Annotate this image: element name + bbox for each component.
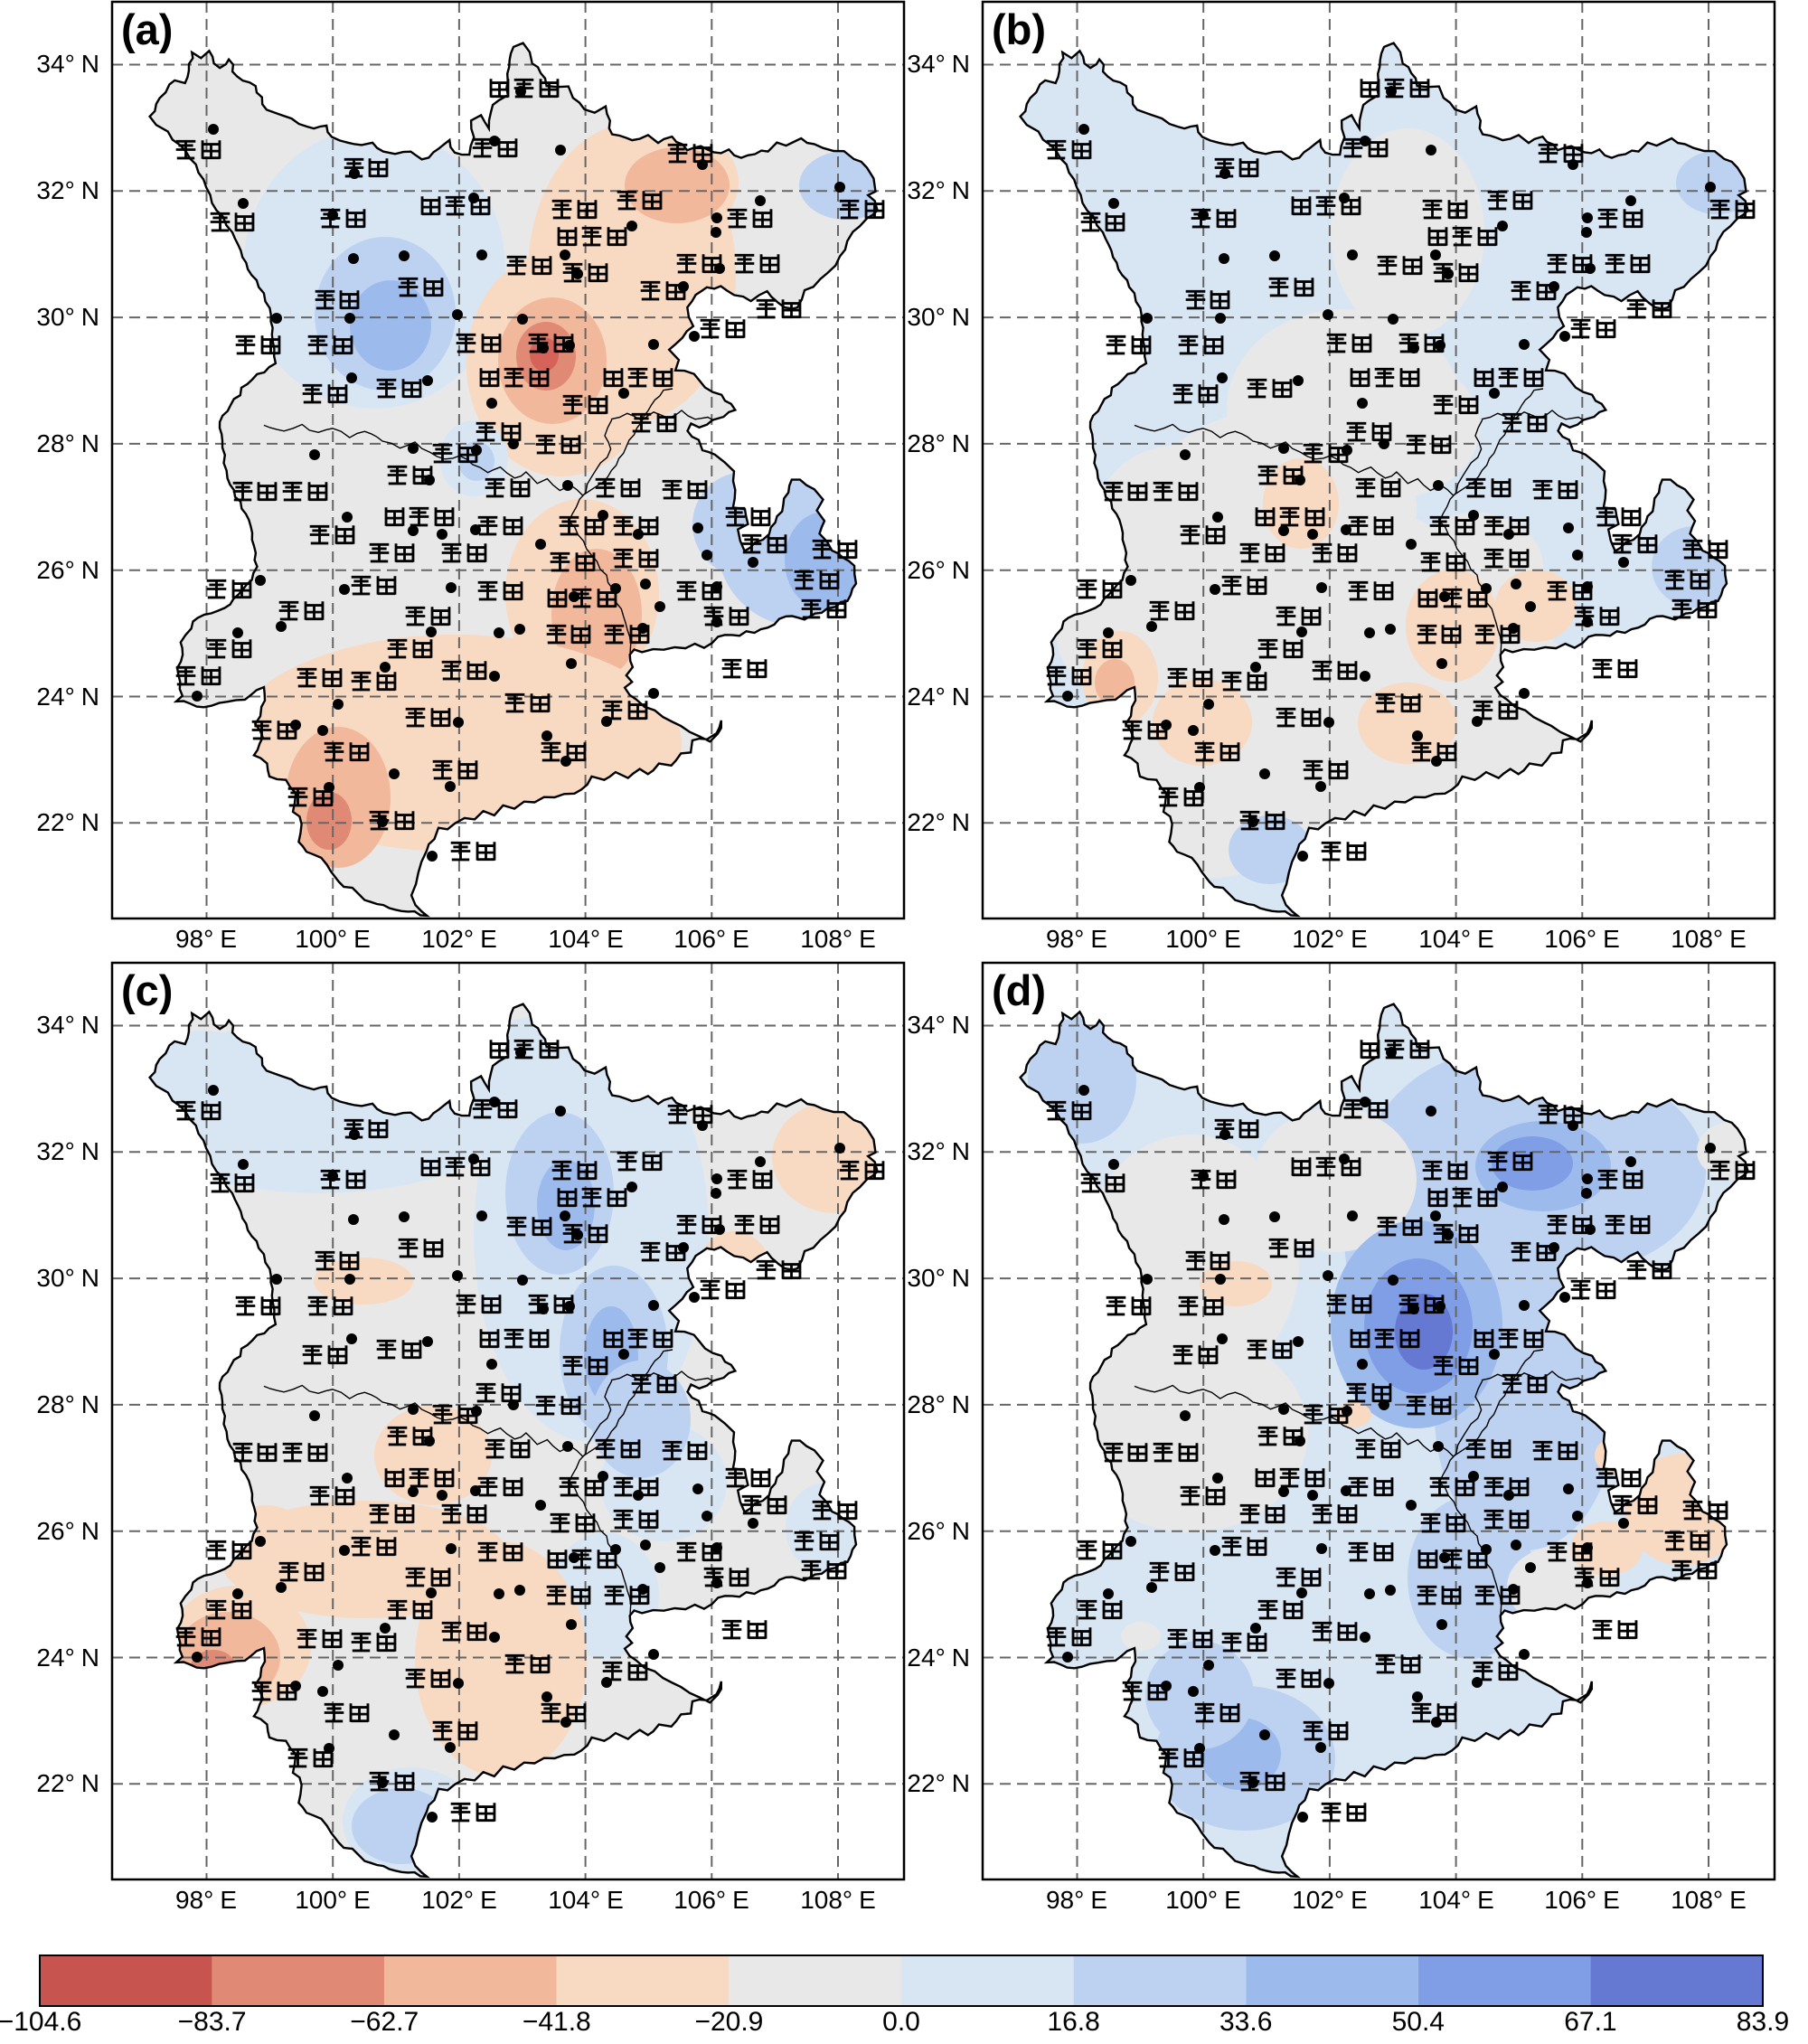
svg-text:102°E: 102° E <box>1292 1886 1368 1914</box>
svg-text:−41.8: −41.8 <box>523 2007 591 2037</box>
svg-text:32°N: 32° N <box>907 1137 970 1165</box>
svg-text:−83.7: −83.7 <box>178 2007 247 2037</box>
svg-text:−62.7: −62.7 <box>350 2007 419 2037</box>
svg-text:102°E: 102° E <box>1292 925 1368 953</box>
svg-text:−104.6: −104.6 <box>0 2007 81 2037</box>
svg-text:98°E: 98° E <box>1046 1886 1107 1914</box>
svg-text:−20.9: −20.9 <box>694 2007 763 2037</box>
svg-text:22°N: 22° N <box>36 808 99 836</box>
svg-text:108°E: 108° E <box>800 1886 876 1914</box>
svg-text:98°E: 98° E <box>1046 925 1107 953</box>
svg-text:98°E: 98° E <box>175 1886 237 1914</box>
svg-text:100°E: 100° E <box>1165 925 1241 953</box>
svg-text:32°N: 32° N <box>907 176 970 204</box>
svg-text:106°E: 106° E <box>1544 1886 1620 1914</box>
svg-text:(d): (d) <box>992 966 1046 1014</box>
svg-text:50.4: 50.4 <box>1392 2007 1445 2037</box>
svg-text:24°N: 24° N <box>907 1644 970 1672</box>
svg-text:100°E: 100° E <box>1165 1886 1241 1914</box>
svg-text:26°N: 26° N <box>36 556 99 584</box>
svg-text:102°E: 102° E <box>421 1886 497 1914</box>
svg-text:106°E: 106° E <box>673 1886 749 1914</box>
svg-text:(c): (c) <box>121 966 173 1014</box>
svg-text:98°E: 98° E <box>175 925 237 953</box>
svg-text:100°E: 100° E <box>295 1886 371 1914</box>
svg-text:24°N: 24° N <box>36 1644 99 1672</box>
svg-text:26°N: 26° N <box>907 1517 970 1545</box>
svg-text:34°N: 34° N <box>36 50 99 78</box>
svg-text:67.1: 67.1 <box>1564 2007 1616 2037</box>
svg-text:(b): (b) <box>992 5 1046 53</box>
svg-text:16.8: 16.8 <box>1047 2007 1099 2037</box>
svg-text:104°E: 104° E <box>1418 925 1494 953</box>
svg-text:30°N: 30° N <box>36 1264 99 1292</box>
svg-text:108°E: 108° E <box>1671 925 1747 953</box>
svg-text:32°N: 32° N <box>36 1137 99 1165</box>
svg-text:24°N: 24° N <box>907 683 970 711</box>
svg-text:104°E: 104° E <box>548 1886 624 1914</box>
svg-text:26°N: 26° N <box>36 1517 99 1545</box>
svg-text:100°E: 100° E <box>295 925 371 953</box>
svg-text:28°N: 28° N <box>907 429 970 457</box>
svg-text:30°N: 30° N <box>907 303 970 331</box>
svg-text:28°N: 28° N <box>907 1390 970 1418</box>
svg-text:22°N: 22° N <box>36 1769 99 1797</box>
svg-text:104°E: 104° E <box>1418 1886 1494 1914</box>
svg-text:108°E: 108° E <box>1671 1886 1747 1914</box>
svg-text:34°N: 34° N <box>36 1011 99 1039</box>
svg-text:0.0: 0.0 <box>882 2007 920 2037</box>
svg-text:104°E: 104° E <box>548 925 624 953</box>
svg-text:106°E: 106° E <box>673 925 749 953</box>
svg-text:28°N: 28° N <box>36 1390 99 1418</box>
svg-text:22°N: 22° N <box>907 1769 970 1797</box>
svg-text:33.6: 33.6 <box>1219 2007 1272 2037</box>
svg-text:28°N: 28° N <box>36 429 99 457</box>
svg-text:30°N: 30° N <box>907 1264 970 1292</box>
svg-text:106°E: 106° E <box>1544 925 1620 953</box>
svg-text:22°N: 22° N <box>907 808 970 836</box>
svg-text:30°N: 30° N <box>36 303 99 331</box>
svg-text:32°N: 32° N <box>36 176 99 204</box>
svg-text:24°N: 24° N <box>36 683 99 711</box>
svg-text:26°N: 26° N <box>907 556 970 584</box>
svg-text:34°N: 34° N <box>907 1011 970 1039</box>
svg-text:(a): (a) <box>121 5 173 53</box>
svg-text:83.9: 83.9 <box>1737 2007 1789 2037</box>
svg-text:108°E: 108° E <box>800 925 876 953</box>
svg-text:34°N: 34° N <box>907 50 970 78</box>
svg-text:102°E: 102° E <box>421 925 497 953</box>
